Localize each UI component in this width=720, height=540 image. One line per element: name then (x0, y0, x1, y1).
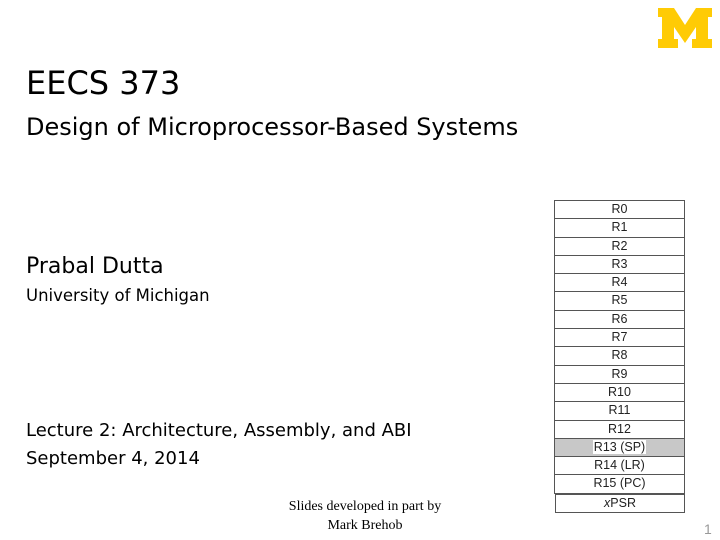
register-label: R10 (608, 384, 631, 399)
register-label: R9 (611, 366, 628, 381)
register-row: R9 (555, 366, 684, 384)
register-label: R2 (611, 238, 628, 253)
register-label: R8 (611, 348, 628, 363)
register-row: R14 (LR) (555, 457, 684, 476)
register-label: R13 (SP) (592, 439, 647, 454)
register-row: R3 (555, 256, 684, 275)
register-row: R15 (PC) (555, 475, 684, 494)
register-row: R5 (555, 292, 684, 311)
register-label: R4 (611, 275, 628, 290)
lecture-date: September 4, 2014 (26, 448, 200, 469)
author-affiliation: University of Michigan (26, 286, 210, 305)
xpsr-suffix: PSR (610, 496, 636, 510)
page-number: 1 (704, 521, 712, 537)
register-label: R3 (611, 256, 628, 271)
register-xpsr: xPSR (555, 494, 685, 513)
slide-subtitle: Design of Microprocessor-Based Systems (26, 113, 519, 141)
university-m-logo (658, 8, 712, 48)
lecture-title: Lecture 2: Architecture, Assembly, and A… (26, 420, 412, 441)
register-row: R2 (555, 238, 684, 256)
register-row: R0 (555, 201, 684, 220)
credit-line-2: Mark Brehob (327, 518, 403, 533)
register-row: R11 (555, 402, 684, 421)
register-label: R12 (608, 421, 631, 436)
xpsr-prefix: x (604, 496, 611, 510)
credit-line-1: Slides developed in part by (288, 499, 442, 514)
slide-title: EECS 373 (26, 64, 181, 102)
register-label: R7 (611, 330, 628, 345)
register-row: R8 (555, 347, 684, 366)
author-name: Prabal Dutta (26, 254, 164, 279)
register-label: R5 (611, 293, 628, 308)
register-label: R1 (611, 220, 628, 235)
register-label: R11 (608, 403, 631, 418)
register-file-table: R0 R1 R2 R3 R4 R5 R6 R7 R8 R9 R10 R11 R12 R13 (SP) R14… (554, 200, 685, 494)
register-row: R4 (555, 274, 684, 293)
register-label: R0 (611, 202, 628, 216)
register-row: R1 (555, 219, 684, 238)
register-label: R14 (LR) (594, 458, 645, 473)
register-row: R12 (555, 421, 684, 439)
register-row: R7 (555, 329, 684, 348)
register-label: R15 (PC) (593, 476, 646, 491)
register-row: R10 (555, 384, 684, 403)
register-row: R13 (SP) (555, 438, 684, 458)
register-row: R6 (555, 311, 684, 330)
register-label: R6 (611, 311, 628, 326)
